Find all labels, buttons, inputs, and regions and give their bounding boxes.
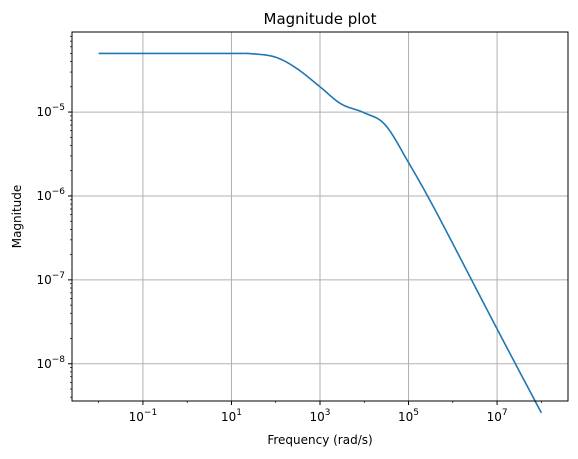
grid-layer bbox=[72, 32, 568, 401]
y-tick-label-exponent: −8 bbox=[52, 355, 66, 365]
y-tick-label-exponent: −5 bbox=[52, 103, 65, 113]
x-tick-label-exponent: −1 bbox=[144, 408, 157, 418]
y-tick-label-exponent: −7 bbox=[52, 271, 65, 281]
y-axis-label: Magnitude bbox=[10, 185, 24, 249]
x-tick-label: 107 bbox=[487, 408, 508, 424]
y-tick-label-base: 10 bbox=[36, 105, 51, 119]
y-tick-label: 10−6 bbox=[36, 187, 65, 203]
x-tick-label-exponent: 7 bbox=[502, 408, 508, 418]
y-tick-label-base: 10 bbox=[36, 273, 51, 287]
x-tick-label-base: 10 bbox=[309, 410, 324, 424]
y-tick-label: 10−8 bbox=[36, 355, 65, 371]
x-tick-label: 103 bbox=[309, 408, 330, 424]
x-tick-label: 10−1 bbox=[129, 408, 158, 424]
y-tick-label: 10−5 bbox=[36, 103, 65, 119]
y-tick-label-base: 10 bbox=[36, 189, 51, 203]
y-tick-label-exponent: −6 bbox=[52, 187, 66, 197]
x-tick-label: 105 bbox=[398, 408, 419, 424]
x-axis-label: Frequency (rad/s) bbox=[267, 433, 372, 447]
x-tick-label-base: 10 bbox=[487, 410, 502, 424]
chart-title: Magnitude plot bbox=[264, 10, 377, 28]
x-tick-label-exponent: 1 bbox=[236, 408, 242, 418]
x-tick-label-exponent: 5 bbox=[413, 408, 419, 418]
x-tick-label: 101 bbox=[221, 408, 242, 424]
x-tick-label-base: 10 bbox=[398, 410, 413, 424]
magnitude-series-line bbox=[98, 52, 543, 414]
series-layer bbox=[98, 52, 543, 414]
x-tick-label-base: 10 bbox=[221, 410, 236, 424]
x-tick-label-exponent: 3 bbox=[325, 408, 331, 418]
y-tick-label-base: 10 bbox=[36, 357, 51, 371]
y-tick-label: 10−7 bbox=[36, 271, 65, 287]
x-tick-label-base: 10 bbox=[129, 410, 144, 424]
